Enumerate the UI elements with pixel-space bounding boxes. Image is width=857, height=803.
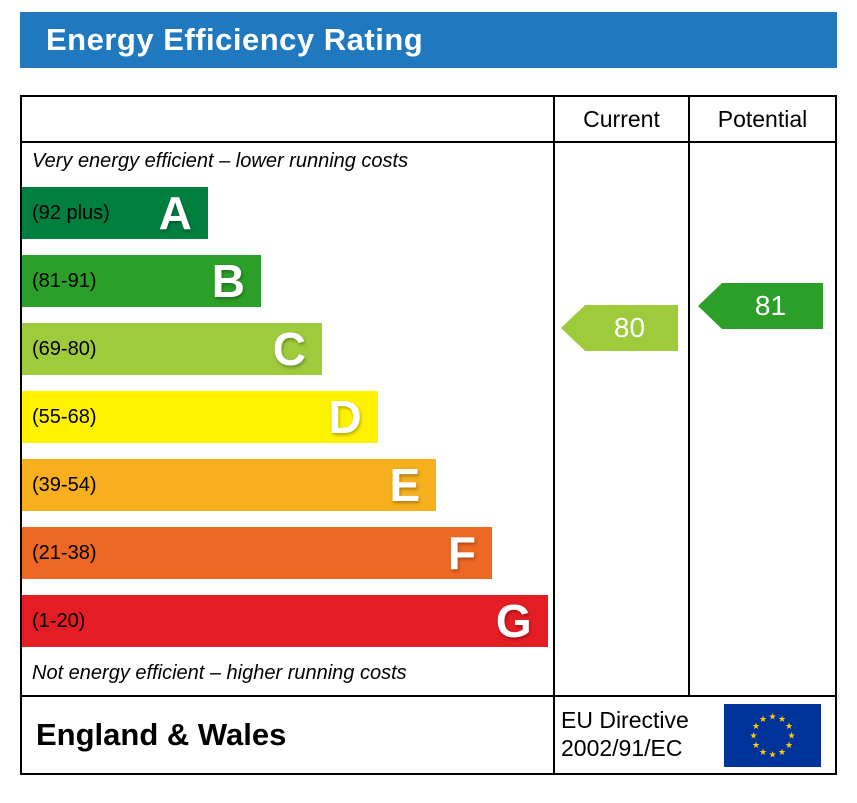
- band-row: (1-20) G: [22, 587, 553, 655]
- band-range: (69-80): [32, 337, 97, 360]
- band-d: (55-68) D: [22, 391, 378, 443]
- band-e: (39-54) E: [22, 459, 437, 511]
- header-spacer: [22, 97, 553, 141]
- band-range: (21-38): [32, 541, 97, 564]
- svg-text:★: ★: [752, 741, 760, 751]
- eu-flag-icon: ★ ★ ★ ★ ★ ★ ★ ★ ★ ★ ★ ★: [724, 703, 821, 767]
- eu-directive-line1: EU Directive: [561, 707, 689, 734]
- chart-footer: England & Wales EU Directive 2002/91/EC …: [22, 695, 835, 773]
- svg-text:★: ★: [785, 741, 793, 751]
- region-label: England & Wales: [22, 697, 555, 773]
- svg-text:★: ★: [768, 750, 776, 760]
- band-letter: D: [328, 391, 362, 443]
- svg-text:★: ★: [752, 722, 760, 732]
- band-b: (81-91) B: [22, 255, 261, 307]
- caption-top: Very energy efficient – lower running co…: [32, 149, 409, 172]
- svg-text:★: ★: [778, 748, 786, 758]
- band-letter: C: [272, 323, 306, 375]
- band-row: (69-80) C: [22, 315, 553, 383]
- band-range: (39-54): [32, 473, 97, 496]
- caption-bottom: Not energy efficient – higher running co…: [32, 661, 407, 684]
- svg-text:★: ★: [768, 712, 776, 722]
- page-title: Energy Efficiency Rating: [46, 22, 424, 57]
- svg-text:★: ★: [778, 715, 786, 725]
- band-letter: F: [447, 527, 476, 579]
- column-header-potential: Potential: [688, 97, 835, 141]
- chart-body: Very energy efficient – lower running co…: [22, 143, 835, 695]
- rating-bands-column: Very energy efficient – lower running co…: [22, 143, 553, 695]
- band-range: (92 plus): [32, 201, 110, 224]
- band-c: (69-80) C: [22, 323, 322, 375]
- band-row: (39-54) E: [22, 451, 553, 519]
- band-letter: G: [495, 595, 532, 647]
- svg-text:★: ★: [759, 715, 767, 725]
- eu-directive-label: EU Directive 2002/91/EC: [561, 707, 689, 762]
- band-f: (21-38) F: [22, 527, 492, 579]
- svg-text:★: ★: [785, 722, 793, 732]
- potential-rating-arrow: 81: [698, 283, 823, 329]
- potential-rating-value: 81: [754, 290, 787, 321]
- potential-rating-column: 81: [688, 143, 835, 695]
- current-rating-column: 80: [553, 143, 688, 695]
- band-letter: A: [158, 187, 192, 239]
- column-header-row: Current Potential: [22, 97, 835, 143]
- band-g: (1-20) G: [22, 595, 548, 647]
- band-row: (81-91) B: [22, 247, 553, 315]
- band-letter: B: [211, 255, 245, 307]
- column-header-current: Current: [553, 97, 688, 141]
- svg-text:★: ★: [787, 731, 795, 741]
- band-row: (92 plus) A: [22, 179, 553, 247]
- band-letter: E: [389, 459, 421, 511]
- svg-text:★: ★: [749, 731, 757, 741]
- eu-directive-line2: 2002/91/EC: [561, 735, 683, 761]
- band-row: (21-38) F: [22, 519, 553, 587]
- band-range: (55-68): [32, 405, 97, 428]
- energy-rating-chart: Current Potential Very energy efficient …: [20, 95, 837, 775]
- current-rating-value: 80: [613, 312, 646, 343]
- band-range: (1-20): [32, 609, 86, 632]
- band-range: (81-91): [32, 269, 97, 292]
- band-a: (92 plus) A: [22, 187, 208, 239]
- svg-text:★: ★: [759, 748, 767, 758]
- title-bar: Energy Efficiency Rating: [20, 12, 837, 68]
- current-rating-arrow: 80: [561, 305, 678, 351]
- band-row: (55-68) D: [22, 383, 553, 451]
